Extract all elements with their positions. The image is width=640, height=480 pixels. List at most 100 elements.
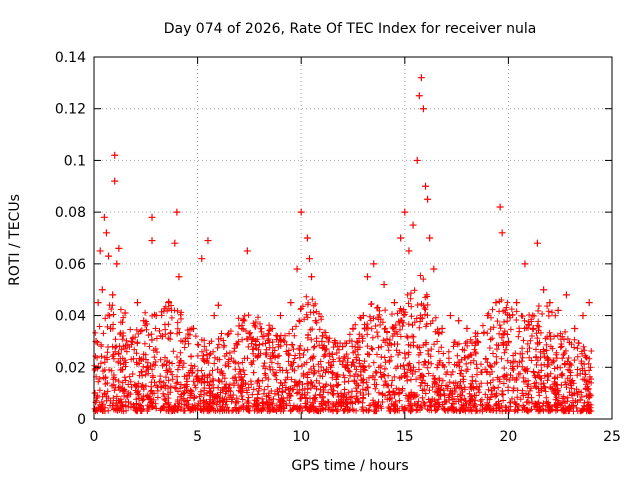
data-point <box>276 312 284 320</box>
data-point <box>339 343 347 351</box>
data-point <box>140 317 148 325</box>
data-point <box>562 291 570 299</box>
x-axis-label: GPS time / hours <box>291 458 408 474</box>
y-tick-label: 0.02 <box>55 360 86 376</box>
data-point <box>426 234 434 242</box>
data-point <box>521 260 529 268</box>
chart-title: Day 074 of 2026, Rate Of TEC Index for r… <box>164 21 537 37</box>
x-tick-label: 5 <box>193 429 202 445</box>
data-point <box>370 260 378 268</box>
data-point <box>181 337 189 345</box>
data-point <box>102 229 110 237</box>
data-point <box>473 337 481 345</box>
data-point <box>312 317 320 325</box>
data-point <box>424 195 432 203</box>
data-point <box>268 325 276 332</box>
data-point <box>303 234 311 242</box>
data-point <box>121 309 129 317</box>
data-point <box>438 325 446 332</box>
data-point <box>540 286 548 294</box>
data-point <box>498 229 506 237</box>
data-point <box>305 255 313 263</box>
y-tick-label: 0.08 <box>55 205 86 221</box>
data-point <box>417 74 425 82</box>
y-axis-label: ROTI / TECUs <box>7 194 23 286</box>
data-point <box>148 237 156 245</box>
data-point <box>401 208 409 216</box>
data-point <box>318 337 326 345</box>
data-point <box>148 213 156 221</box>
data-point <box>513 299 521 307</box>
data-point <box>105 252 113 260</box>
data-point <box>171 239 179 247</box>
data-point <box>446 312 454 320</box>
data-point <box>554 306 562 314</box>
y-tick-label: 0.14 <box>55 50 86 66</box>
x-tick-label: 25 <box>603 429 621 445</box>
data-point <box>308 273 316 281</box>
data-point <box>390 299 398 307</box>
data-point <box>260 332 268 340</box>
data-point <box>455 317 463 325</box>
y-tick-label: 0.12 <box>55 102 86 118</box>
data-points <box>92 74 593 358</box>
data-point <box>173 208 181 216</box>
data-point <box>109 291 117 299</box>
data-point <box>189 325 197 332</box>
data-point <box>235 322 243 330</box>
y-tick-label: 0 <box>77 412 86 428</box>
data-point <box>287 299 295 307</box>
data-point <box>529 325 537 332</box>
data-point <box>165 299 173 307</box>
data-point <box>504 337 512 345</box>
data-point <box>225 330 233 338</box>
data-point <box>409 221 417 229</box>
data-point <box>158 332 166 340</box>
x-tick-label: 10 <box>292 429 310 445</box>
x-tick-label: 20 <box>499 429 517 445</box>
data-point <box>484 312 492 320</box>
data-point <box>107 325 115 332</box>
data-point <box>463 325 471 332</box>
data-point <box>152 312 160 320</box>
data-point <box>243 247 251 255</box>
data-point <box>210 312 218 320</box>
data-point <box>111 151 119 159</box>
data-point <box>419 105 427 113</box>
y-tick-label: 0.04 <box>55 309 86 325</box>
data-point <box>546 299 554 307</box>
data-point <box>359 312 367 320</box>
data-point <box>533 239 541 247</box>
data-point <box>127 337 135 345</box>
data-point <box>113 260 121 268</box>
y-tick-label: 0.1 <box>64 153 86 169</box>
y-tick-label: 0.06 <box>55 257 86 273</box>
x-tick-label: 15 <box>396 429 414 445</box>
data-point <box>293 265 301 273</box>
data-point <box>328 350 336 358</box>
data-point <box>134 299 142 307</box>
data-point <box>94 299 102 307</box>
data-point <box>496 203 504 211</box>
data-point <box>100 213 108 221</box>
data-point <box>349 325 357 332</box>
data-point <box>252 337 260 345</box>
data-point <box>579 312 587 320</box>
plot-frame <box>93 56 613 420</box>
x-tick-label: 0 <box>90 429 99 445</box>
data-point <box>571 325 579 332</box>
data-point <box>297 208 305 216</box>
data-point <box>413 156 421 164</box>
data-point <box>364 273 372 281</box>
data-point <box>405 247 413 255</box>
data-point <box>585 299 593 307</box>
data-point <box>492 299 500 307</box>
grid-lines <box>94 57 612 419</box>
data-point <box>415 92 423 100</box>
data-point <box>115 244 123 252</box>
data-point <box>380 281 388 289</box>
axis-ticks: 0 5 10 15 20 25 0 0.02 0.04 0.06 0.08 0.1 0.12 0.14 <box>55 50 621 445</box>
data-point <box>98 286 106 294</box>
data-point <box>430 265 438 273</box>
